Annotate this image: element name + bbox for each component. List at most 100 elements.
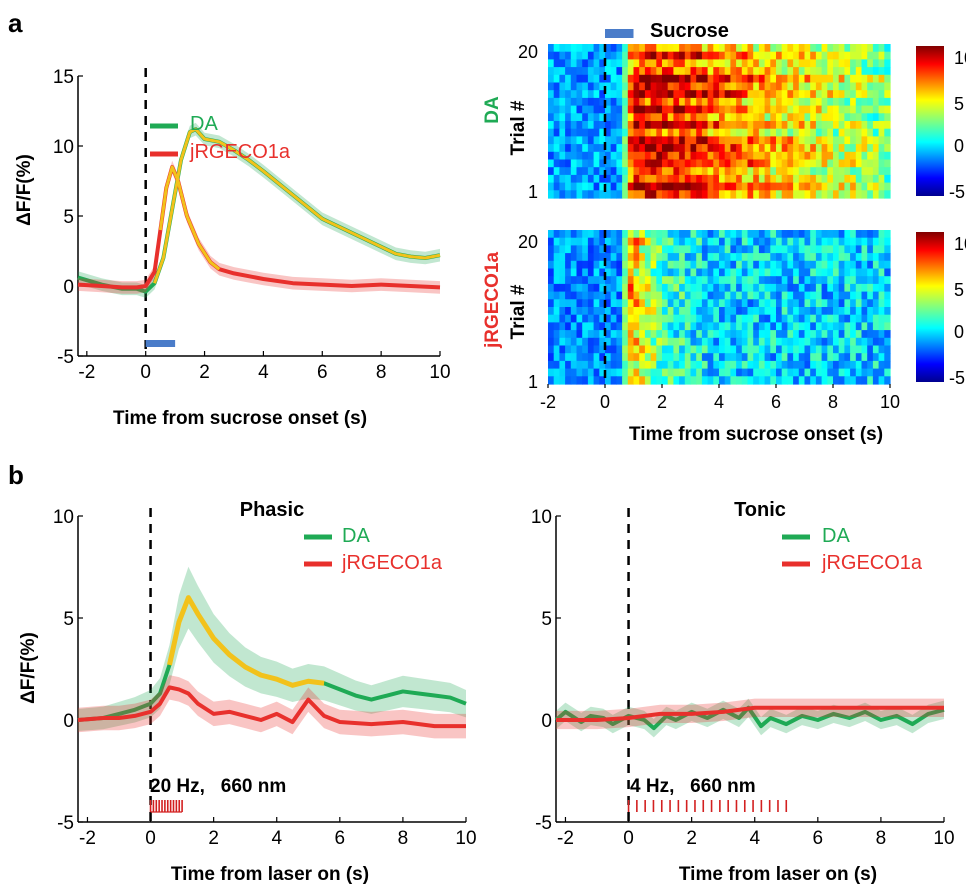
heatmap-cell [793,97,800,107]
heatmap-cell [798,113,806,122]
heatmap-cell [821,353,828,362]
heatmap-cell [867,337,874,347]
heatmap-cell [599,260,606,270]
heatmap-cell [553,190,560,199]
heatmap-cell [662,97,669,107]
heatmap-cell [758,368,766,377]
heatmap-cell [833,105,840,114]
heatmap-cell [719,230,726,239]
heatmap-cell [633,345,640,354]
heatmap-cell [844,360,851,370]
heatmap-cell [747,159,754,168]
heatmap-cell [787,159,794,168]
heatmap-cell [639,190,646,199]
heatmap-cell [758,74,766,84]
heatmap-cell [798,128,806,137]
heatmap-cell [861,368,868,377]
heatmap-cell [559,190,566,199]
heatmap-cell [781,105,788,114]
heatmap-cell [804,276,811,285]
heatmap-cell [741,151,749,161]
heatmap-cell [570,260,578,270]
heatmap-cell [639,136,646,145]
heatmap-cell [821,82,828,91]
heatmap-cell [838,144,845,153]
x-tick-label: 4 [749,828,760,849]
heatmap-cell [753,113,760,122]
heatmap-cell [701,121,709,130]
heatmap-cell [639,151,646,161]
heatmap-cell [787,314,794,323]
heatmap-cell [747,330,754,339]
heatmap-cell [616,159,623,168]
heatmap-cell [753,151,760,161]
heatmap-cell [815,159,823,168]
heatmap-cell [753,182,760,191]
heatmap-cell [861,237,868,246]
heatmap-cell [701,330,709,339]
heatmap-cell [553,283,560,293]
heatmap-cell [719,113,726,122]
x-tick-label: 8 [398,828,409,849]
heatmap-cell [781,44,788,53]
heatmap-cell [821,322,828,331]
heatmap-cell [679,174,686,184]
heatmap-cell [684,144,692,153]
heatmap-cell [776,245,783,254]
stim-text: 4 Hz, 660 nm [630,776,756,797]
heatmap-cell [679,283,686,293]
heatmap-cell [599,144,606,153]
heatmap-cell [730,337,737,347]
heatmap-cell [730,190,737,199]
heatmap-cell [696,59,703,68]
heatmap-cell [878,190,885,199]
heatmap-cell [753,314,760,323]
heatmap-cell [656,182,663,191]
heatmap-cell [776,330,783,339]
heatmap-cell [770,360,777,370]
heatmap-cell [770,74,777,84]
heatmap-cell [810,283,817,293]
heatmap-cell [872,144,880,153]
heatmap-cell [827,59,834,68]
heatmap-cell [639,376,646,385]
heatmap-cell [639,128,646,137]
heatmap-cell [804,182,811,191]
heatmap-cell [713,90,720,99]
heatmap-cell [656,167,663,176]
heatmap-cell [673,322,680,331]
heatmap-cell [827,307,834,316]
heatmap-cell [758,190,766,199]
heatmap-cell [605,51,612,60]
heatmap-cell [798,276,806,285]
heatmap-cell [793,113,800,122]
heatmap-cell [673,330,680,339]
heatmap-cell [810,51,817,60]
heatmap-cell [793,260,800,270]
heatmap-cell [639,167,646,176]
heatmap-cell [696,105,703,114]
heatmap-cell [770,67,777,76]
heatmap-cell [741,113,749,122]
heatmap-cell [884,97,891,107]
heatmap-cell [747,230,754,239]
heatmap-cell [878,82,885,91]
heatmap-cell [844,253,851,262]
heatmap-cell [730,245,737,254]
heatmap-cell [639,237,646,246]
heatmap-cell [878,337,885,347]
heatmap-cell [696,353,703,362]
heatmap-cell [553,174,560,184]
heatmap-cell [713,159,720,168]
heatmap-cell [872,283,880,293]
stim-bar [605,29,634,38]
heatmap-cell [610,44,617,53]
heatmap-cell [787,59,794,68]
heatmap-cell [833,144,840,153]
heatmap-cell [764,299,771,308]
heatmap-cell [776,230,783,239]
heatmap-cell [673,182,680,191]
heatmap-cell [776,322,783,331]
heatmap-cell [861,307,868,316]
